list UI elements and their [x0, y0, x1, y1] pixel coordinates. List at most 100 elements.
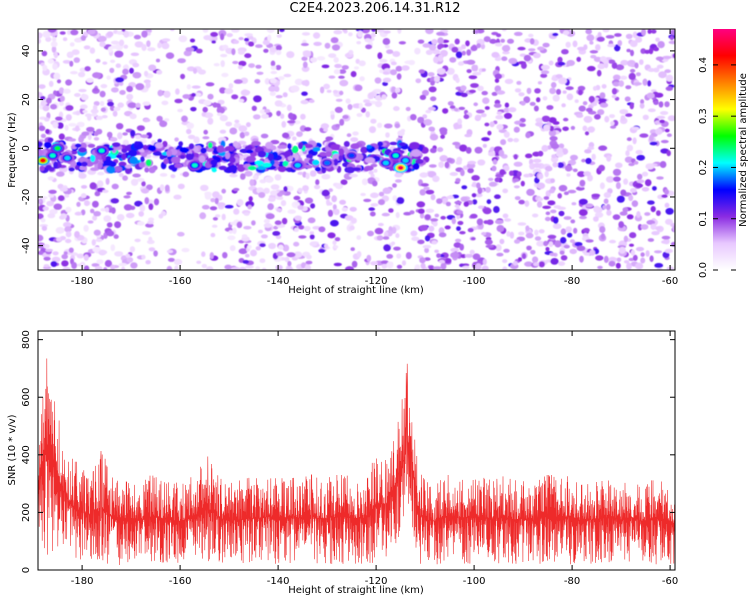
heatmap-cell — [227, 235, 236, 241]
heatmap-cell — [496, 225, 505, 232]
heatmap-cell — [111, 142, 121, 148]
heatmap-cell — [262, 39, 270, 46]
heatmap-cell — [628, 72, 636, 80]
heatmap-cell — [53, 72, 61, 80]
heatmap-cell — [173, 194, 182, 200]
heatmap-cell — [145, 159, 152, 167]
heatmap-cell — [612, 74, 621, 81]
heatmap-cell — [577, 46, 586, 51]
heatmap-cell — [251, 141, 261, 146]
heatmap-cell — [287, 155, 294, 162]
heatmap-cell — [414, 47, 421, 55]
heatmap-cell — [97, 35, 107, 43]
heatmap-cell — [221, 188, 226, 194]
heatmap-cell — [148, 64, 157, 71]
heatmap-cell — [345, 166, 355, 174]
heatmap-cell — [585, 29, 592, 35]
heatmap-cell — [105, 207, 110, 213]
heatmap-cell — [258, 229, 263, 234]
heatmap-cell — [335, 98, 343, 102]
heatmap-cell — [620, 75, 628, 80]
heatmap-cell — [238, 65, 243, 70]
heatmap-cell — [650, 29, 657, 34]
heatmap-cell — [245, 201, 255, 208]
heatmap-cell — [240, 89, 250, 96]
heatmap-cell — [249, 179, 255, 187]
heatmap-cell — [62, 266, 71, 270]
heatmap-cell — [264, 176, 274, 183]
heatmap-cell — [445, 201, 451, 207]
heatmap-cell — [105, 155, 112, 161]
heatmap-cell — [345, 266, 354, 270]
heatmap-cell — [116, 214, 125, 221]
heatmap-cell — [137, 221, 145, 226]
heatmap-cell — [519, 123, 526, 127]
heatmap-cell — [440, 262, 447, 270]
heatmap-cell — [528, 33, 534, 38]
heatmap-cell — [262, 267, 267, 270]
heatmap-cell — [92, 87, 99, 92]
heatmap-cell — [334, 106, 343, 113]
heatmap-cell — [592, 86, 598, 91]
heatmap-cell — [639, 133, 649, 138]
heatmap-cell — [130, 178, 139, 186]
heatmap-cell — [523, 173, 531, 178]
heatmap-cell — [338, 69, 347, 74]
heatmap-cell — [212, 217, 218, 221]
heatmap-cell — [554, 240, 562, 248]
heatmap-cell — [661, 235, 671, 240]
heatmap-cell — [159, 184, 165, 192]
heatmap-cell — [129, 246, 135, 253]
heatmap-cell — [75, 110, 81, 116]
heatmap-cell — [394, 87, 401, 93]
heatmap-cell — [55, 227, 65, 234]
heatmap-cell — [65, 238, 72, 244]
heatmap-cell — [233, 208, 240, 215]
heatmap-cell — [570, 125, 576, 130]
heatmap-cell — [141, 151, 148, 158]
heatmap-cell — [220, 53, 228, 58]
heatmap-cell — [434, 75, 440, 83]
heatmap-cell — [210, 232, 216, 238]
heatmap-cell — [86, 126, 95, 132]
heatmap-cell — [377, 122, 383, 128]
heatmap-cell — [508, 107, 517, 113]
heatmap-cell — [548, 60, 554, 66]
heatmap-cell — [652, 186, 657, 191]
heatmap-cell — [636, 154, 645, 161]
heatmap-cell — [52, 251, 59, 256]
heatmap-cell — [585, 239, 594, 243]
heatmap-cell — [606, 209, 612, 216]
heatmap-cell — [334, 237, 341, 242]
heatmap-cell — [537, 46, 545, 51]
heatmap-cell — [603, 192, 612, 198]
heatmap-cell — [327, 232, 336, 239]
heatmap-cell — [640, 257, 646, 264]
heatmap-cell — [166, 265, 173, 270]
heatmap-cell — [459, 263, 465, 268]
heatmap-cell — [574, 242, 583, 247]
heatmap-cell — [551, 154, 557, 159]
heatmap-cell — [566, 173, 571, 177]
heatmap-cell — [360, 107, 366, 113]
heatmap-cell — [267, 153, 274, 162]
heatmap-cell — [138, 211, 144, 217]
heatmap-cell — [666, 150, 671, 157]
heatmap-cell — [141, 254, 146, 260]
heatmap-cell — [134, 200, 143, 207]
heatmap-cell — [665, 207, 674, 215]
heatmap-cell — [323, 83, 330, 90]
heatmap-cell — [423, 119, 433, 126]
heatmap-cell — [200, 147, 207, 154]
heatmap-cell — [465, 147, 472, 154]
heatmap-cell — [52, 63, 58, 70]
heatmap-cell — [161, 100, 169, 106]
heatmap-cell — [330, 219, 339, 227]
heatmap-cell — [91, 263, 100, 267]
heatmap-cell — [234, 119, 240, 124]
heatmap-cell — [179, 147, 190, 153]
heatmap-cell — [656, 176, 664, 180]
heatmap-cell — [40, 133, 47, 139]
heatmap-cell — [374, 77, 382, 84]
heatmap-cell — [565, 226, 572, 233]
